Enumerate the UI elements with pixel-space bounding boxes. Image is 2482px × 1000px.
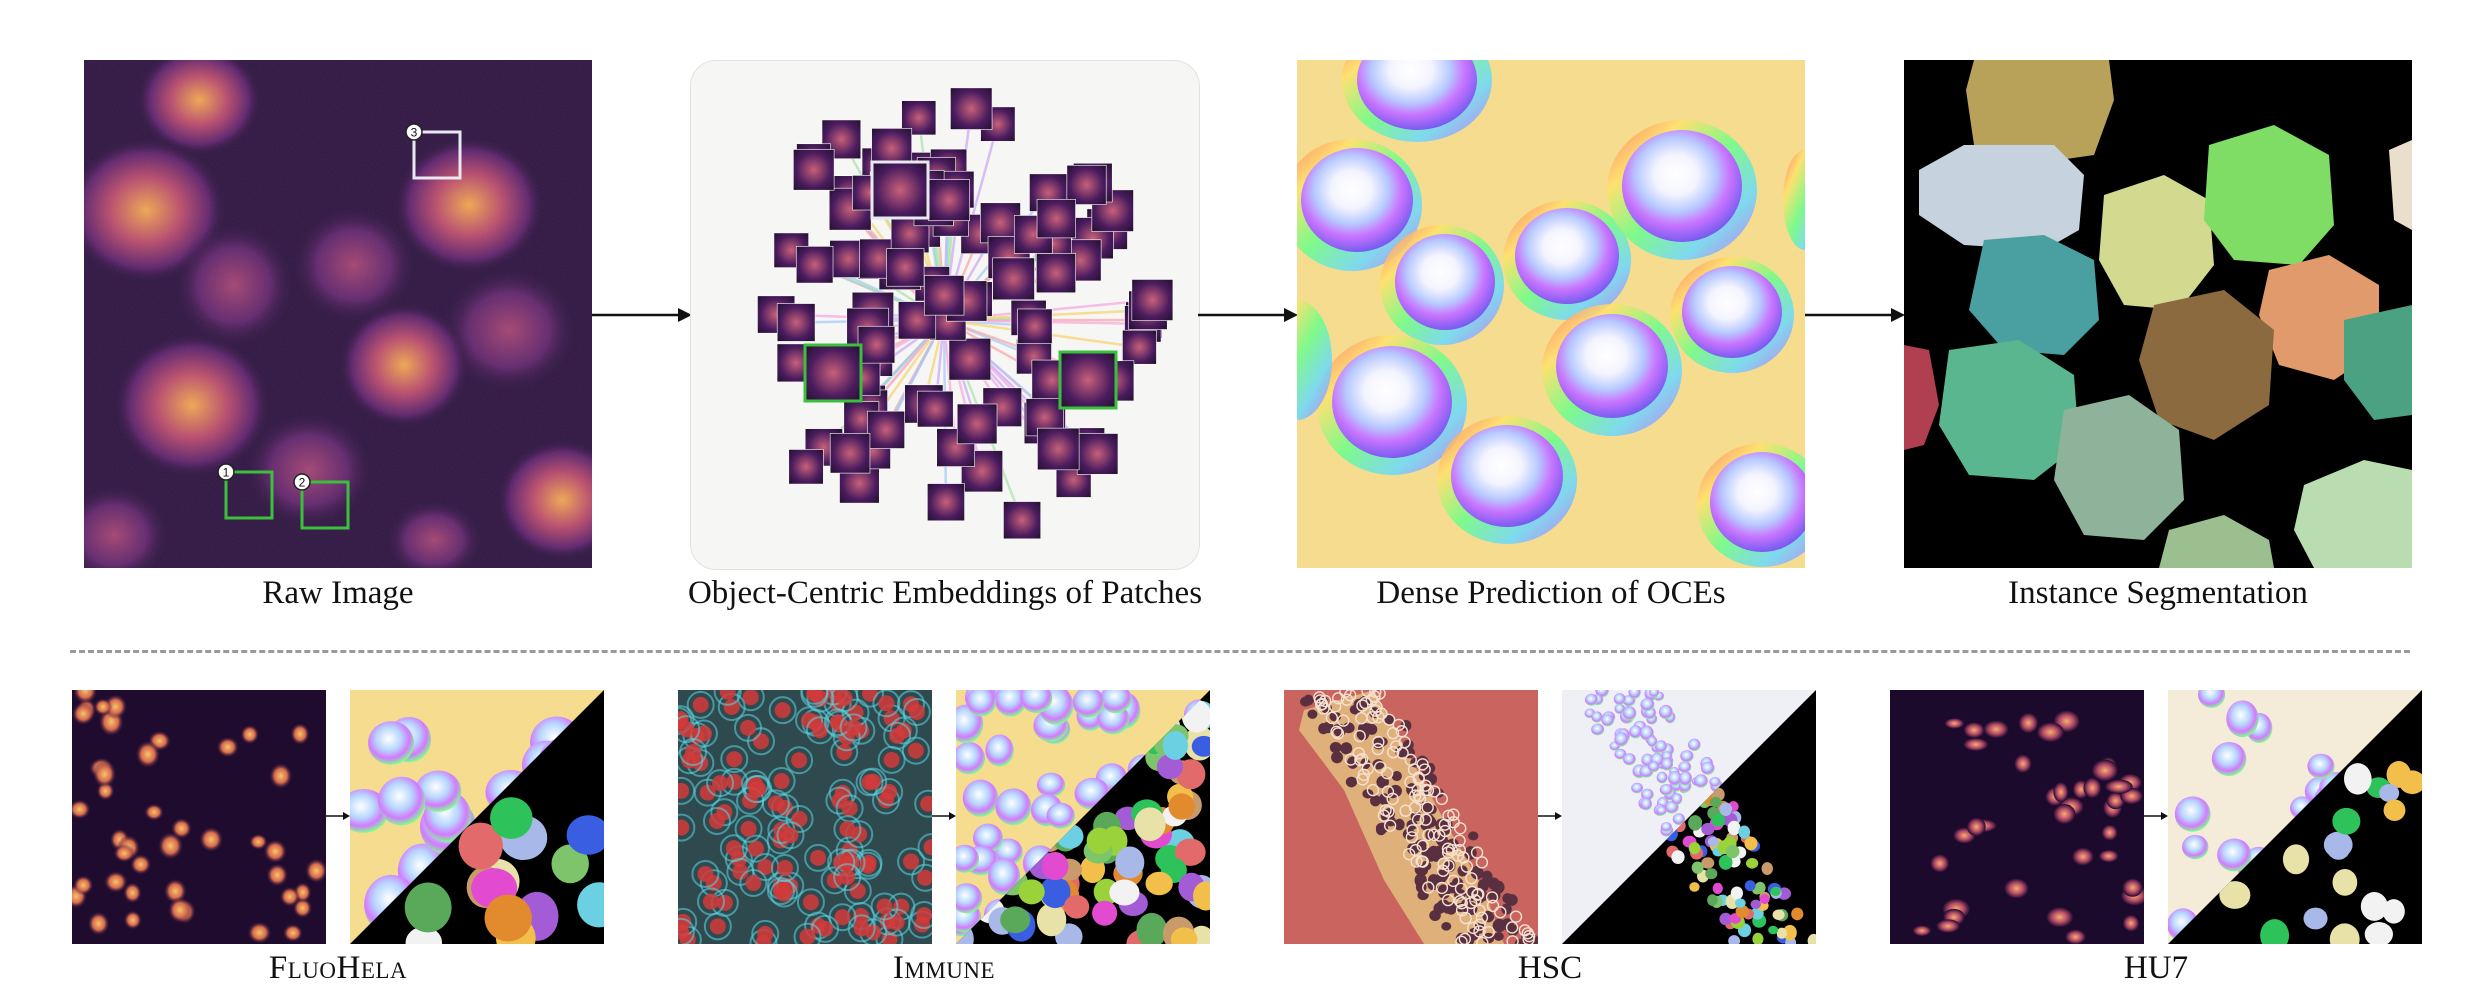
instance-segmentation-image: [1904, 60, 2412, 568]
immune-cells: [678, 690, 932, 944]
highlight-patch-1: [803, 343, 863, 403]
raw-image-caption: Raw Image: [262, 575, 414, 611]
dense-prediction-panel: [1297, 60, 1805, 568]
patch-box-2: [300, 480, 350, 530]
raw-image: 1 2 3: [84, 60, 592, 568]
arrow-right-icon: [2144, 812, 2168, 820]
hu7-caption: HU7: [2123, 950, 2189, 986]
highlight-patch-3: [870, 160, 930, 220]
patch-box-1: [224, 470, 274, 520]
row-divider: [70, 650, 2410, 653]
oce-blobs: [1297, 60, 1805, 567]
hsc-prediction: [1562, 690, 1816, 944]
arrow-right-icon: [1538, 812, 1562, 820]
embeddings-plot: [757, 87, 1174, 540]
highlight-patch-2: [1058, 350, 1118, 410]
patch-box-3: [412, 130, 462, 180]
hu7-cells: [1912, 710, 2144, 944]
arrow-right-icon: [592, 308, 692, 322]
arrow-right-icon: [1198, 308, 1298, 322]
patch-marker-2: 2: [299, 476, 306, 490]
fluohela-prediction: [350, 690, 604, 944]
hsc-raw: [1284, 690, 1538, 944]
fluohela-raw: [72, 690, 326, 944]
arrow-right-icon: [932, 812, 956, 820]
arrow-right-icon: [1805, 308, 1905, 322]
patch-marker-3: 3: [411, 126, 418, 140]
immune-raw: [678, 690, 932, 944]
immune-prediction: [956, 690, 1210, 944]
fluohela-nuclei: [72, 690, 326, 944]
patch-marker-1: 1: [223, 466, 230, 480]
dense-prediction-caption: Dense Prediction of OCEs: [1376, 575, 1726, 611]
arrow-right-icon: [326, 812, 350, 820]
immune-caption: Immune: [892, 950, 996, 986]
instance-segmentation-caption: Instance Segmentation: [2008, 575, 2308, 611]
hsc-cells: [1300, 690, 1538, 944]
hsc-caption: HSC: [1517, 950, 1583, 986]
raw-image-panel: 1 2 3: [84, 60, 592, 568]
embeddings-scatter: [690, 60, 1198, 568]
fluohela-caption: FluoHela: [268, 950, 408, 986]
embeddings-caption: Object-Centric Embeddings of Patches: [687, 575, 1203, 611]
dense-prediction-image: [1297, 60, 1805, 568]
instance-segmentation-panel: [1904, 60, 2412, 568]
hu7-prediction: [2168, 690, 2422, 944]
segment-masks: [1904, 60, 2412, 568]
hu7-raw: [1890, 690, 2144, 944]
